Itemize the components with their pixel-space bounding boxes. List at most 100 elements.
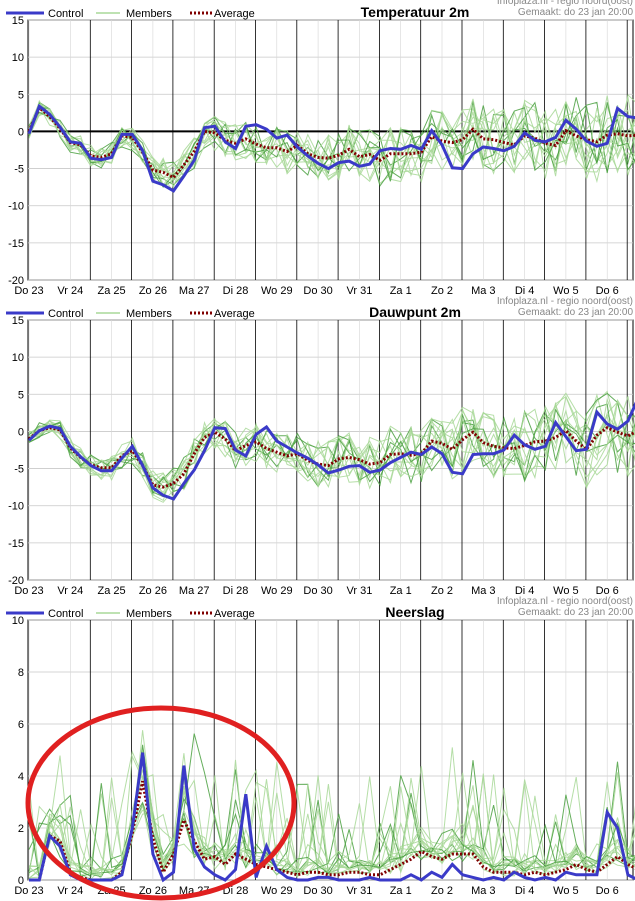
x-tick-label: Do 6	[596, 885, 619, 897]
x-tick-label: Za 25	[98, 285, 126, 297]
ensemble-member-line	[28, 408, 635, 495]
x-tick-label: Wo 5	[553, 885, 578, 897]
source-line-1: Infoplaza.nl - regio noord(oost)	[497, 0, 633, 7]
y-tick-label: -5	[14, 464, 24, 476]
x-tick-label: Za 1	[390, 885, 412, 897]
x-tick-label: Do 23	[14, 585, 43, 597]
x-tick-label: Vr 31	[346, 285, 372, 297]
legend-members-label: Members	[126, 308, 172, 320]
x-tick-label: Ma 27	[179, 285, 210, 297]
y-tick-label: 15	[12, 315, 24, 327]
series-average-line	[28, 425, 635, 489]
x-tick-label: Za 25	[98, 585, 126, 597]
legend-control-label: Control	[48, 608, 83, 620]
legend-average-label: Average	[214, 8, 255, 20]
x-tick-label: Vr 24	[57, 885, 83, 897]
x-tick-label: Zo 26	[139, 285, 167, 297]
series-control-line	[27, 103, 635, 193]
ensemble-member-line	[28, 410, 635, 503]
x-tick-label: Ma 27	[179, 585, 210, 597]
x-tick-label: Zo 26	[139, 585, 167, 597]
x-tick-label: Ma 3	[471, 885, 495, 897]
y-tick-label: -20	[8, 575, 24, 587]
x-tick-label: Do 23	[14, 285, 43, 297]
x-tick-label: Wo 5	[553, 585, 578, 597]
x-tick-label: Zo 26	[139, 885, 167, 897]
x-tick-label: Zo 2	[431, 285, 453, 297]
x-tick-label: Wo 29	[261, 585, 293, 597]
x-tick-label: Vr 31	[346, 585, 372, 597]
series-control-line	[29, 752, 635, 883]
x-tick-label: Za 1	[390, 585, 412, 597]
legend-members-label: Members	[126, 8, 172, 20]
legend-control-label: Control	[48, 8, 83, 20]
ensemble-member-line	[28, 761, 635, 880]
chart-title: Neerslag	[385, 604, 444, 620]
legend-members-label: Members	[126, 608, 172, 620]
source-line-2: Gemaakt: do 23 jan 20:00	[518, 307, 634, 318]
y-tick-label: 5	[18, 389, 24, 401]
y-tick-label: 10	[12, 352, 24, 364]
x-tick-label: Wo 29	[261, 885, 293, 897]
x-tick-label: Di 28	[223, 285, 249, 297]
x-tick-label: Do 30	[303, 285, 332, 297]
y-tick-label: -20	[8, 275, 24, 287]
series-average-line	[29, 780, 635, 882]
x-tick-label: Wo 5	[553, 285, 578, 297]
source-line-2: Gemaakt: do 23 jan 20:00	[518, 607, 634, 618]
x-tick-label: Zo 2	[431, 885, 453, 897]
series-control-line	[27, 401, 635, 501]
y-tick-label: 0	[18, 426, 24, 438]
y-tick-label: 10	[12, 615, 24, 627]
x-tick-label: Do 6	[596, 585, 619, 597]
x-tick-label: Ma 3	[471, 285, 495, 297]
x-tick-label: Vr 24	[57, 285, 83, 297]
x-tick-label: Di 4	[515, 585, 535, 597]
y-tick-label: -15	[8, 538, 24, 550]
x-tick-label: Vr 31	[346, 885, 372, 897]
y-tick-label: 0	[18, 875, 24, 887]
ensemble-member-line	[28, 754, 635, 877]
highlight-circle	[25, 705, 297, 901]
x-tick-label: Za 1	[390, 285, 412, 297]
x-tick-label: Vr 24	[57, 585, 83, 597]
ensemble-member-line	[28, 772, 635, 878]
x-tick-label: Zo 2	[431, 585, 453, 597]
legend-control-label: Control	[48, 308, 83, 320]
y-tick-label: 0	[18, 126, 24, 138]
x-tick-label: Do 30	[303, 885, 332, 897]
x-tick-label: Di 28	[223, 885, 249, 897]
chart-title: Temperatuur 2m	[361, 4, 470, 20]
ensemble-member-line	[28, 403, 635, 488]
y-tick-label: 2	[18, 823, 24, 835]
y-tick-label: -5	[14, 164, 24, 176]
y-tick-label: 8	[18, 667, 24, 679]
y-tick-label: -15	[8, 238, 24, 250]
x-tick-label: Di 4	[515, 885, 535, 897]
ensemble-member-line	[28, 101, 635, 186]
y-tick-label: 6	[18, 719, 24, 731]
source-line-1: Infoplaza.nl - regio noord(oost)	[497, 296, 633, 307]
plot-frame	[27, 19, 634, 281]
y-tick-label: 5	[18, 89, 24, 101]
series-average-line	[27, 105, 635, 180]
y-tick-label: 10	[12, 52, 24, 64]
y-tick-label: 4	[18, 771, 24, 783]
y-tick-label: -10	[8, 201, 24, 213]
x-tick-label: Wo 29	[261, 285, 293, 297]
legend-average-label: Average	[214, 308, 255, 320]
y-tick-label: 15	[12, 15, 24, 27]
x-tick-label: Do 30	[303, 585, 332, 597]
x-tick-label: Di 28	[223, 585, 249, 597]
source-line-2: Gemaakt: do 23 jan 20:00	[518, 7, 634, 18]
x-tick-label: Do 6	[596, 285, 619, 297]
y-tick-label: -10	[8, 501, 24, 513]
source-line-1: Infoplaza.nl - regio noord(oost)	[497, 596, 633, 607]
legend-average-label: Average	[214, 608, 255, 620]
ensemble-member-line	[28, 108, 635, 193]
x-tick-label: Di 4	[515, 285, 535, 297]
x-tick-label: Do 23	[14, 885, 43, 897]
